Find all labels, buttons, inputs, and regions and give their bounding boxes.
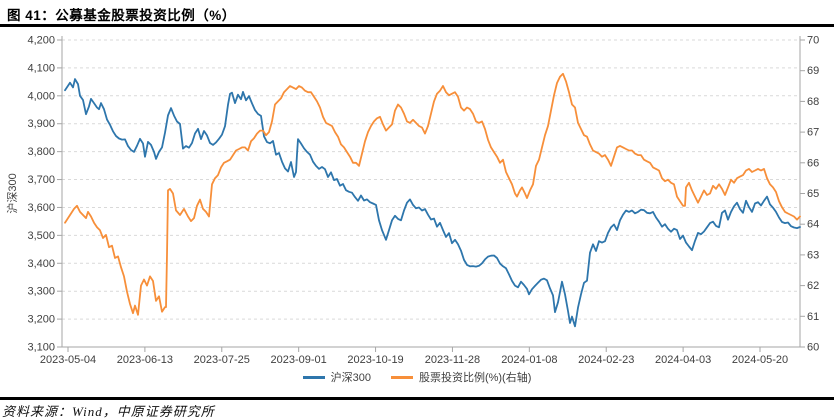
right-tick-label: 63 [807, 249, 819, 261]
right-tick-label: 67 [807, 127, 819, 139]
left-tick-label: 3,400 [27, 258, 55, 270]
left-tick-label: 3,800 [27, 146, 55, 158]
legend-item-ratio: 股票投资比例(%)(右轴) [390, 369, 532, 385]
left-tick-label: 3,300 [27, 286, 55, 298]
left-tick-label: 3,700 [27, 174, 55, 186]
right-tick-label: 61 [807, 311, 819, 323]
right-tick-label: 66 [807, 157, 819, 169]
legend-item-csi300: 沪深300 [302, 369, 371, 385]
x-tick-label: 2023-05-04 [40, 354, 96, 366]
right-tick-label: 65 [807, 188, 819, 200]
figure-title: 图 41：公募基金股票投资比例（%） [7, 8, 236, 23]
legend-label-csi300: 沪深300 [330, 372, 371, 384]
right-tick-label: 68 [807, 96, 819, 108]
left-tick-label: 3,200 [27, 314, 55, 326]
source-note: 资料来源：Wind，中原证券研究所 [2, 404, 215, 418]
left-tick-label: 3,600 [27, 202, 55, 214]
x-tick-label: 2023-07-25 [194, 354, 250, 366]
x-tick-label: 2024-04-03 [655, 354, 711, 366]
left-tick-label: 4,000 [27, 90, 55, 102]
x-tick-label: 2024-02-23 [578, 354, 634, 366]
x-tick-label: 2023-11-28 [425, 354, 480, 366]
left-tick-label: 3,900 [27, 118, 55, 130]
left-tick-label: 3,100 [27, 342, 55, 354]
right-tick-label: 70 [807, 35, 819, 47]
right-tick-label: 69 [807, 65, 819, 77]
left-tick-label: 3,500 [27, 230, 55, 242]
x-tick-label: 2024-05-20 [732, 354, 788, 366]
left-tick-label: 4,200 [27, 35, 55, 47]
right-tick-label: 62 [807, 280, 819, 292]
series-line-csi300 [64, 78, 801, 328]
x-tick-label: 2024-01-08 [501, 354, 557, 366]
x-tick-label: 2023-06-13 [117, 354, 173, 366]
series-line-ratio [64, 72, 801, 316]
right-tick-label: 64 [807, 219, 819, 231]
x-tick-label: 2023-10-19 [347, 354, 403, 366]
footer-divider [0, 397, 834, 400]
chart-legend: 沪深300 股票投资比例(%)(右轴) [0, 369, 834, 385]
legend-swatch-ratio [390, 375, 413, 379]
right-tick-label: 60 [807, 342, 819, 354]
title-divider [0, 24, 834, 27]
left-axis-title: 沪深300 [5, 173, 19, 213]
legend-label-ratio: 股票投资比例(%)(右轴) [418, 372, 532, 384]
legend-swatch-csi300 [302, 375, 325, 379]
x-tick-label: 2023-09-01 [271, 354, 327, 366]
left-tick-label: 4,100 [27, 62, 55, 74]
